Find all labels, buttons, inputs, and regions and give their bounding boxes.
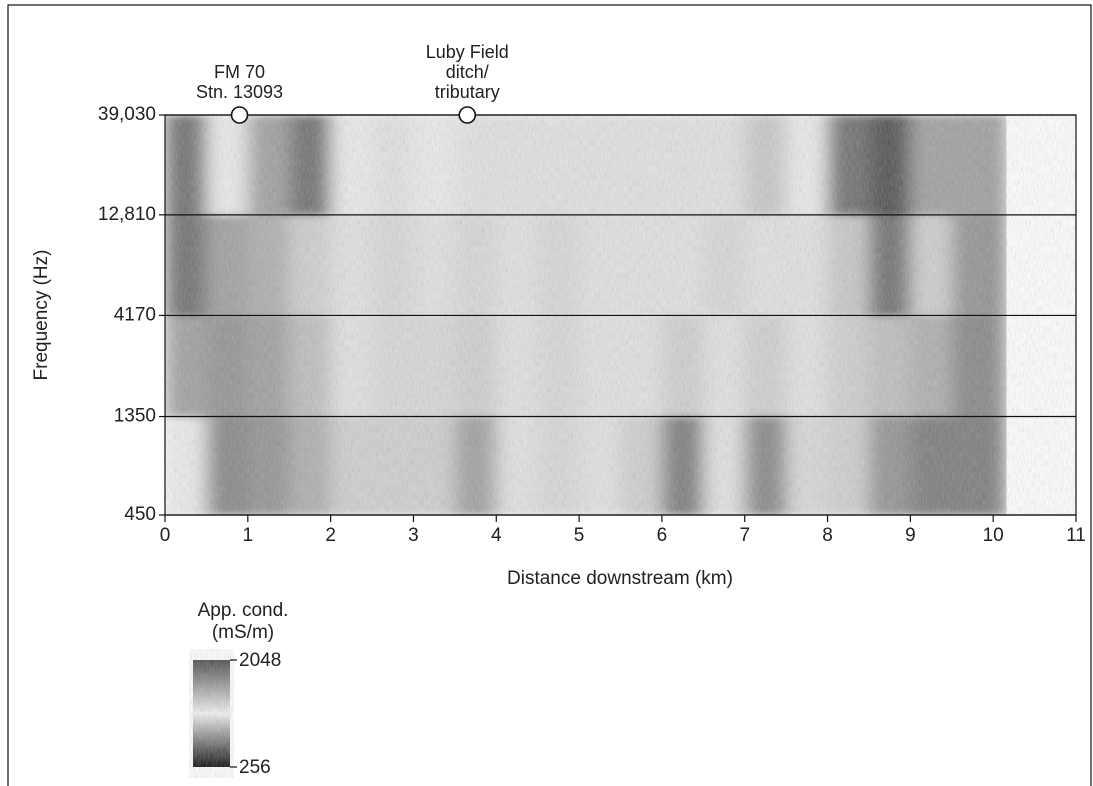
x-tick-label: 10 bbox=[983, 525, 1004, 546]
colorbar-tick-label: 256 bbox=[239, 757, 271, 778]
colorbar-title: (mS/m) bbox=[212, 622, 274, 643]
x-tick-label: 5 bbox=[574, 525, 585, 546]
y-tick-label: 39,030 bbox=[98, 104, 156, 125]
heatmap bbox=[165, 115, 1007, 515]
x-tick-label: 9 bbox=[905, 525, 916, 546]
x-tick-label: 7 bbox=[739, 525, 750, 546]
x-tick-label: 8 bbox=[822, 525, 833, 546]
x-tick-label: 2 bbox=[325, 525, 336, 546]
annotation-text: Luby Field bbox=[426, 42, 509, 62]
y-tick-label: 12,810 bbox=[98, 204, 156, 225]
x-axis-label: Distance downstream (km) bbox=[507, 568, 733, 589]
y-tick-label: 1350 bbox=[114, 406, 156, 427]
y-tick-label: 4170 bbox=[114, 304, 156, 325]
annotation-text: tributary bbox=[435, 82, 500, 102]
y-tick-label: 450 bbox=[124, 504, 156, 525]
annotation-text: ditch/ bbox=[446, 62, 489, 82]
annotation-text: Stn. 13093 bbox=[196, 82, 283, 102]
colorbar-title: App. cond. bbox=[198, 600, 289, 621]
annotation-text: FM 70 bbox=[214, 62, 265, 82]
colorbar-grain bbox=[193, 660, 230, 767]
x-tick-label: 6 bbox=[657, 525, 668, 546]
x-tick-label: 11 bbox=[1066, 525, 1086, 546]
x-tick-label: 1 bbox=[243, 525, 254, 546]
page-border bbox=[7, 4, 1092, 786]
y-axis-label: Frequency (Hz) bbox=[31, 250, 52, 381]
colorbar-tick-label: 2048 bbox=[239, 650, 281, 671]
x-tick-label: 0 bbox=[160, 525, 171, 546]
x-tick-label: 4 bbox=[491, 525, 502, 546]
x-tick-label: 3 bbox=[408, 525, 419, 546]
annotation-marker bbox=[458, 106, 477, 124]
annotation-marker bbox=[230, 106, 249, 124]
